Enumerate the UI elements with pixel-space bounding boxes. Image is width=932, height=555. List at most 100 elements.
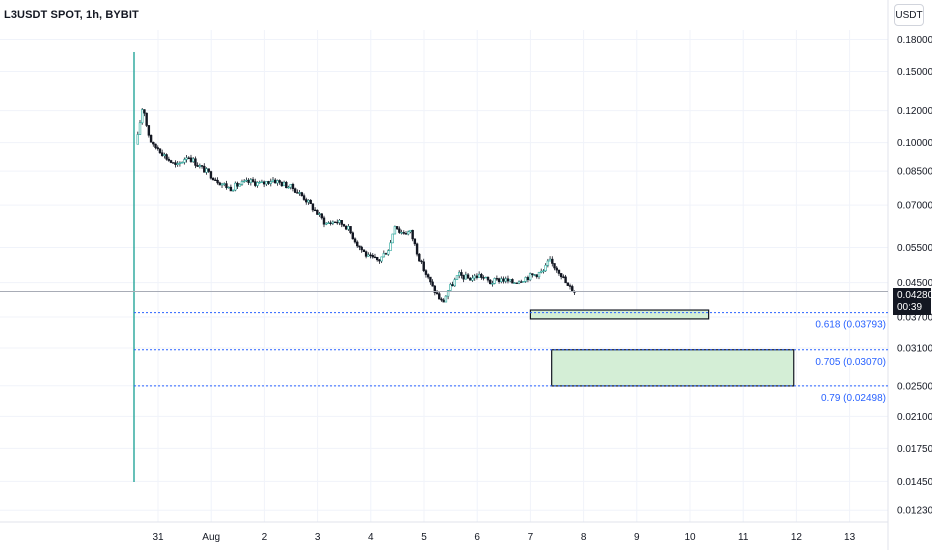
candle-body xyxy=(158,148,162,154)
candle-body xyxy=(238,184,241,187)
candle-body xyxy=(546,260,550,266)
candle-body xyxy=(475,275,479,278)
candle-body xyxy=(329,222,332,224)
candle-body xyxy=(420,260,423,263)
candle-body xyxy=(473,275,476,279)
candle-body xyxy=(446,290,450,297)
y-tick-label: 0.01750 xyxy=(897,444,932,455)
candle-body xyxy=(486,276,490,281)
candle-body xyxy=(296,192,299,194)
candle-body xyxy=(141,109,144,124)
candle-body xyxy=(400,232,403,234)
candle-body xyxy=(493,278,496,284)
candle-body xyxy=(289,183,292,188)
candle-body xyxy=(471,277,474,281)
candle-body xyxy=(258,181,261,184)
candle-body xyxy=(562,276,565,278)
candle-body xyxy=(389,242,392,252)
candle-body xyxy=(378,259,381,262)
countdown-timer: 00:39 xyxy=(897,302,923,313)
candle-body xyxy=(211,177,215,181)
support-zone-2[interactable] xyxy=(551,349,795,387)
x-tick-label: 9 xyxy=(634,532,640,543)
fib-level-label: 0.79 (0.02498) xyxy=(821,393,886,404)
support-zone-1[interactable] xyxy=(529,309,710,320)
candle-body xyxy=(331,221,335,224)
candle-body xyxy=(147,125,151,136)
candle-body xyxy=(176,163,179,165)
candle-body xyxy=(183,159,186,163)
currency-button[interactable]: USDT xyxy=(894,4,924,26)
candle-body xyxy=(285,181,288,189)
x-tick-label: 11 xyxy=(738,532,749,543)
candle-body xyxy=(242,180,246,183)
candle-body xyxy=(269,181,272,184)
candle-body xyxy=(203,165,206,173)
candle-body xyxy=(438,293,441,300)
candle-body xyxy=(508,279,512,282)
candle-body xyxy=(458,272,461,276)
y-tick-label: 0.15000 xyxy=(897,67,932,78)
candle-body xyxy=(214,179,217,181)
x-tick-label: 8 xyxy=(581,532,587,543)
candle-body xyxy=(564,276,567,284)
candle-body xyxy=(163,154,166,156)
candle-body xyxy=(387,250,390,255)
candle-body xyxy=(338,220,341,223)
candle-body xyxy=(225,183,228,188)
candle-body xyxy=(477,274,481,278)
fib-level-label: 0.705 (0.03070) xyxy=(815,357,886,368)
candle-body xyxy=(568,285,572,287)
candle-body xyxy=(344,225,348,230)
candle-body xyxy=(411,229,414,240)
candle-body xyxy=(484,276,488,279)
candle-body xyxy=(429,276,432,283)
candle-body xyxy=(247,179,250,183)
candle-body xyxy=(189,157,193,162)
candle-body xyxy=(136,134,139,145)
candle-body xyxy=(553,263,556,269)
candle-body xyxy=(240,181,244,185)
candle-body xyxy=(395,226,399,230)
y-tick-label: 0.07000 xyxy=(897,201,932,212)
candle-body xyxy=(391,233,394,244)
candle-body xyxy=(180,162,184,164)
candle-body xyxy=(442,299,445,303)
y-tick-label: 0.03700 xyxy=(897,313,932,324)
candle-body xyxy=(260,181,264,183)
y-tick-label: 0.04500 xyxy=(897,278,932,289)
candle-body xyxy=(537,272,541,278)
candle-body xyxy=(218,182,222,186)
candle-body xyxy=(449,284,452,291)
candle-body xyxy=(223,183,226,185)
fib-level-label: 0.618 (0.03793) xyxy=(815,320,886,331)
y-tick-label: 0.01450 xyxy=(897,477,932,488)
candle-body xyxy=(167,158,171,161)
candle-body xyxy=(555,267,558,271)
candle-body xyxy=(548,258,552,262)
candle-body xyxy=(169,160,173,163)
candle-body xyxy=(291,183,295,190)
candle-body xyxy=(309,199,312,205)
candle-body xyxy=(245,179,248,182)
candle-body xyxy=(533,274,536,276)
candle-body xyxy=(267,181,270,184)
candle-body xyxy=(409,229,412,233)
candle-body xyxy=(440,298,443,301)
candle-body xyxy=(327,222,330,224)
candle-body xyxy=(418,253,421,262)
candle-body xyxy=(382,253,386,258)
candle-body xyxy=(207,168,210,172)
candle-body xyxy=(373,256,377,259)
x-tick-label: 31 xyxy=(152,532,164,543)
candle-body xyxy=(566,282,570,286)
candle-body xyxy=(307,199,310,203)
candle-body xyxy=(254,181,257,186)
candle-body xyxy=(320,213,323,219)
candle-body xyxy=(482,277,485,279)
candle-body xyxy=(220,183,224,186)
candle-body xyxy=(500,278,503,282)
x-tick-label: 10 xyxy=(684,532,696,543)
